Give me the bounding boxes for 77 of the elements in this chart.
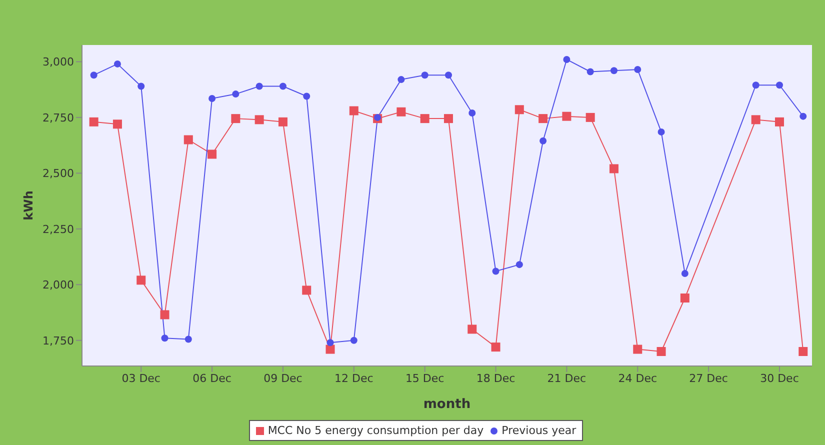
point bbox=[633, 344, 642, 354]
point bbox=[208, 95, 216, 102]
x-tick-label: 15 Dec bbox=[405, 372, 444, 385]
point bbox=[444, 72, 452, 79]
x-tick-label: 12 Dec bbox=[334, 372, 374, 385]
point bbox=[798, 347, 808, 356]
point bbox=[420, 114, 430, 124]
point bbox=[208, 150, 217, 159]
point bbox=[184, 336, 192, 343]
y-tick-label: 2,250 bbox=[42, 222, 74, 236]
point bbox=[114, 60, 121, 68]
point bbox=[563, 56, 570, 63]
point bbox=[680, 294, 690, 303]
x-tick-label: 30 Dec bbox=[760, 372, 799, 385]
point bbox=[444, 114, 453, 124]
point bbox=[349, 106, 358, 116]
y-tick-label: 3,000 bbox=[42, 56, 74, 69]
point bbox=[398, 76, 405, 84]
point bbox=[658, 128, 665, 136]
legend-label: Previous year bbox=[500, 424, 576, 437]
point bbox=[516, 261, 523, 268]
point bbox=[256, 82, 263, 90]
point bbox=[421, 72, 428, 79]
point bbox=[774, 117, 784, 126]
point bbox=[492, 268, 500, 275]
point bbox=[609, 164, 618, 174]
point bbox=[279, 82, 286, 90]
x-tick-label: 24 Dec bbox=[618, 372, 658, 385]
x-tick-label: 09 Dec bbox=[264, 372, 302, 385]
x-tick-label: 27 Dec bbox=[689, 372, 728, 385]
y-axis-title: kWh bbox=[21, 190, 36, 220]
point bbox=[468, 324, 477, 334]
legend-label: MCC No 5 energy consumption per day bbox=[266, 424, 484, 437]
point bbox=[160, 310, 170, 320]
y-tick-label: 1,750 bbox=[42, 334, 74, 348]
point bbox=[326, 339, 334, 346]
point bbox=[656, 347, 666, 356]
point bbox=[681, 270, 688, 277]
point bbox=[232, 90, 240, 98]
y-tick-label: 2,750 bbox=[42, 111, 74, 124]
x-axis-title: month bbox=[423, 397, 471, 412]
point bbox=[254, 115, 264, 124]
point bbox=[468, 109, 476, 116]
point bbox=[540, 137, 547, 144]
x-tick-label: 21 Dec bbox=[547, 372, 586, 385]
x-tick-label: 06 Dec bbox=[192, 372, 232, 385]
point bbox=[751, 115, 760, 124]
y-tick-label: 2,000 bbox=[42, 278, 74, 292]
point bbox=[634, 66, 642, 74]
point bbox=[374, 114, 382, 121]
point bbox=[136, 276, 146, 285]
point bbox=[161, 334, 168, 342]
point bbox=[184, 135, 193, 144]
x-tick-label: 03 Dec bbox=[122, 372, 160, 385]
point bbox=[231, 114, 240, 124]
point bbox=[90, 72, 98, 79]
y-tick-label: 2,500 bbox=[42, 167, 74, 180]
point bbox=[326, 344, 335, 354]
point bbox=[89, 117, 98, 126]
point bbox=[350, 336, 358, 344]
x-tick-label: 18 Dec bbox=[476, 372, 516, 385]
point bbox=[514, 105, 524, 114]
point bbox=[302, 286, 312, 295]
point bbox=[112, 120, 122, 129]
point bbox=[586, 112, 595, 122]
point bbox=[562, 112, 572, 121]
point bbox=[491, 342, 500, 352]
point bbox=[586, 68, 594, 76]
point bbox=[776, 82, 783, 89]
point bbox=[278, 117, 288, 126]
point bbox=[138, 82, 145, 90]
point bbox=[538, 114, 548, 124]
point bbox=[303, 92, 310, 100]
point bbox=[610, 67, 618, 74]
point bbox=[396, 107, 406, 116]
point bbox=[800, 112, 807, 120]
point bbox=[752, 82, 760, 89]
